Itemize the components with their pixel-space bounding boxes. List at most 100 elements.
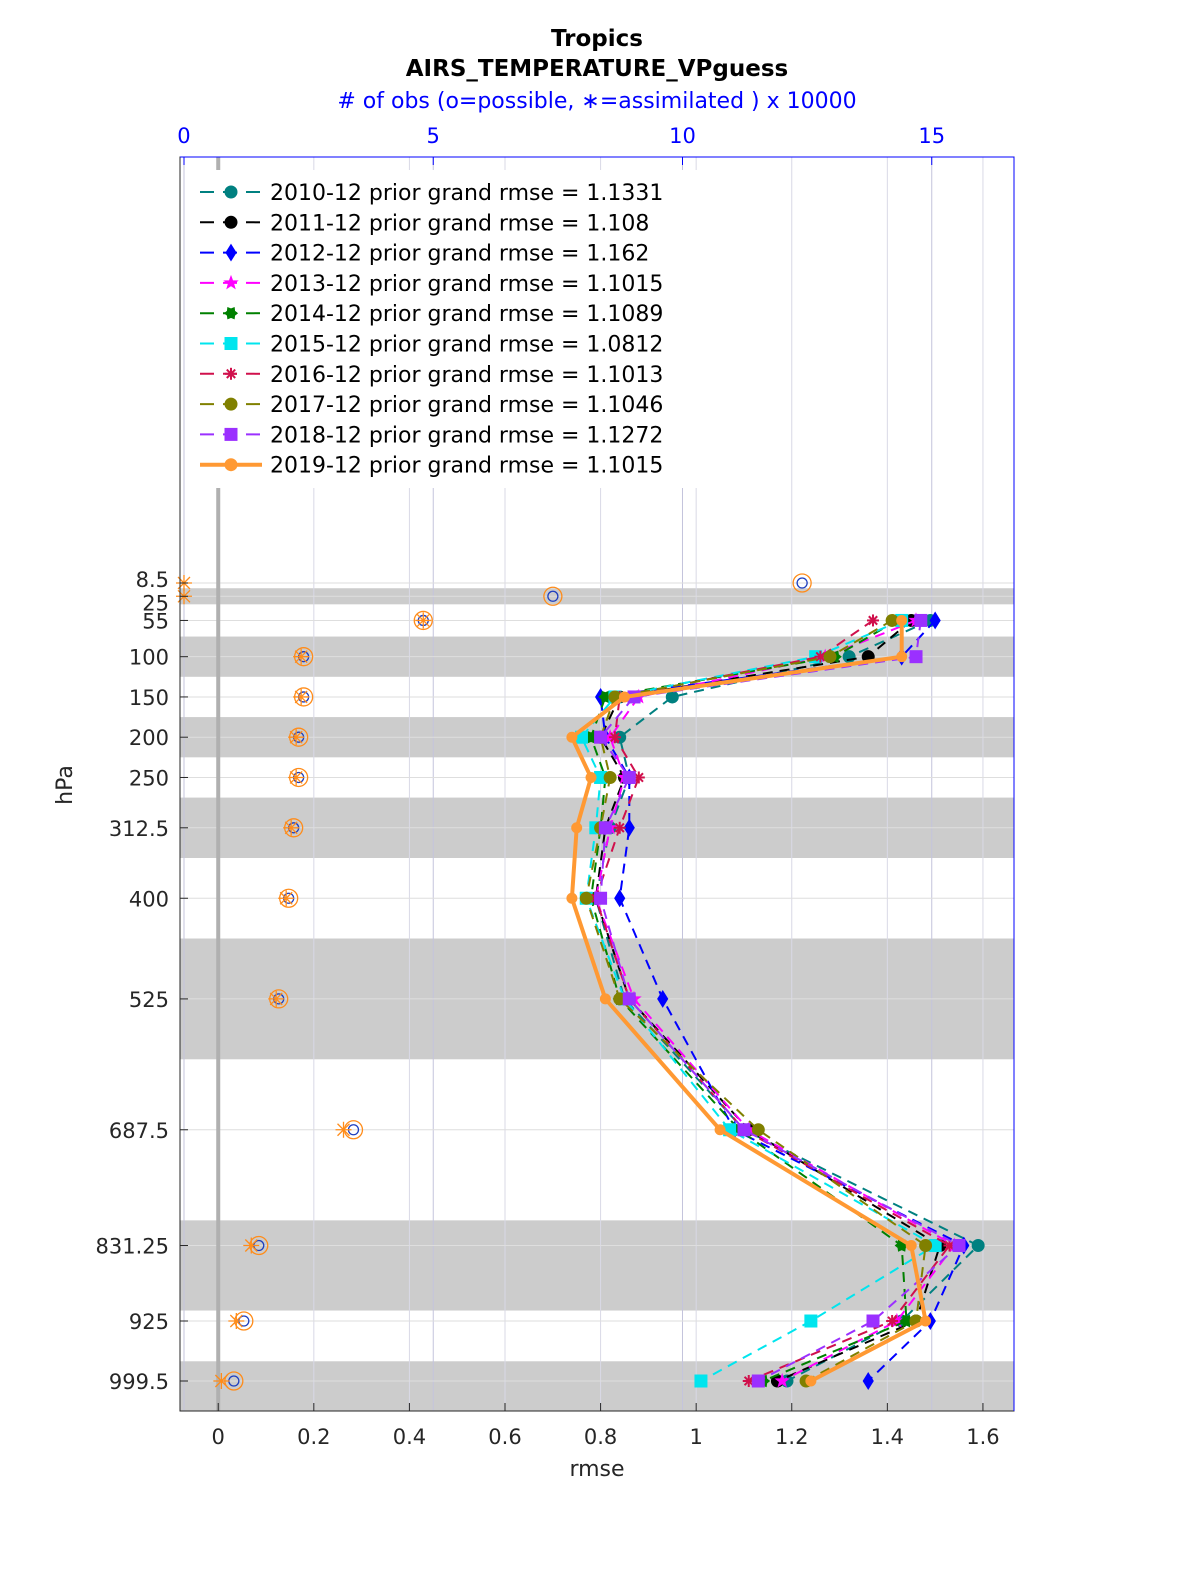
asterisk-stroke <box>944 1240 955 1251</box>
data-point <box>622 770 636 784</box>
data-point <box>919 1239 933 1253</box>
legend-entry-6: 2016-12 prior grand rmse = 1.1013 <box>200 363 663 388</box>
data-point <box>886 1315 899 1328</box>
data-point <box>224 458 238 472</box>
obs-possible-marker <box>792 573 812 593</box>
asterisk-stroke <box>633 772 644 783</box>
y-tick-label: 831.25 <box>96 1235 169 1259</box>
obs-assimilated-marker <box>283 819 300 836</box>
asterisk-stroke <box>226 368 236 379</box>
legend-label: 2013-12 prior grand rmse = 1.1015 <box>270 272 663 297</box>
obs-assimilated-marker <box>288 729 305 746</box>
legend: 2010-12 prior grand rmse = 1.1331 2011-12… <box>193 170 723 488</box>
data-point <box>224 427 238 441</box>
asterisk-stroke <box>815 651 826 662</box>
data-point <box>823 650 837 664</box>
data-point <box>571 822 583 834</box>
data-point <box>594 730 608 744</box>
data-point <box>223 274 239 290</box>
obs-assimilated-marker <box>415 612 432 629</box>
top-tick-label: 10 <box>669 124 696 148</box>
data-point <box>862 1372 874 1390</box>
series-line <box>599 619 966 1382</box>
data-point <box>225 367 237 380</box>
legend-entry-8: 2018-12 prior grand rmse = 1.1272 <box>200 423 663 448</box>
data-point <box>566 731 578 743</box>
legend-label: 2014-12 prior grand rmse = 1.1089 <box>270 302 663 327</box>
data-point <box>774 1372 790 1388</box>
data-point <box>594 891 608 905</box>
obs-possible-inner-marker <box>796 577 808 589</box>
asterisk-stroke <box>294 650 308 664</box>
y-tick-label: 312.5 <box>109 817 169 841</box>
series-line <box>569 620 928 1383</box>
data-point <box>814 650 827 663</box>
x-tick-label: 1 <box>689 1425 702 1449</box>
data-point <box>805 1375 817 1387</box>
data-point <box>842 650 856 664</box>
asterisk-stroke <box>743 1376 754 1386</box>
legend-label: 2015-12 prior grand rmse = 1.0812 <box>270 333 663 358</box>
legend-entry-7: 2017-12 prior grand rmse = 1.1046 <box>200 393 663 418</box>
x-tick-label: 0.2 <box>297 1425 330 1449</box>
legend-label: 2017-12 prior grand rmse = 1.1046 <box>270 393 663 418</box>
data-point <box>585 771 597 783</box>
chart-title: Tropics <box>551 26 643 52</box>
chart-subtitle: AIRS_TEMPERATURE_VPguess <box>406 56 788 82</box>
observation-count-markers <box>175 573 812 1391</box>
x-tick-label: 0.8 <box>584 1425 617 1449</box>
data-point <box>622 992 636 1006</box>
data-point <box>896 651 908 663</box>
data-point <box>751 1374 765 1388</box>
data-point <box>714 1124 726 1136</box>
y-axis-label: hPa <box>53 765 78 805</box>
data-point <box>603 770 617 784</box>
shaded-band <box>180 1220 1014 1311</box>
data-point <box>914 613 928 627</box>
data-point <box>866 1314 880 1328</box>
y-tick-label: 687.5 <box>109 1119 169 1143</box>
obs-assimilated-marker <box>243 1237 260 1254</box>
y-tick-label: 150 <box>129 686 169 710</box>
data-point <box>598 821 612 835</box>
series-lines <box>566 611 985 1390</box>
legend-box <box>193 170 723 488</box>
data-point <box>909 650 923 664</box>
asterisk-stroke <box>284 821 298 835</box>
data-point <box>899 1314 914 1328</box>
data-point <box>905 1240 917 1252</box>
data-point <box>737 1123 751 1137</box>
top-tick-label: 0 <box>177 124 190 148</box>
y-tick-label: 55 <box>142 609 169 633</box>
asterisk-stroke <box>244 1239 258 1252</box>
data-point <box>224 397 238 411</box>
asterisk-stroke <box>614 822 625 833</box>
x-tick-label: 1.2 <box>775 1425 808 1449</box>
y-tick-label: 200 <box>129 726 169 750</box>
data-point <box>929 611 941 630</box>
data-point <box>223 306 239 320</box>
x-tick-label: 1.4 <box>871 1425 904 1449</box>
data-point <box>225 243 237 262</box>
legend-entry-4: 2014-12 prior grand rmse = 1.1089 <box>200 302 663 327</box>
obs-assimilated-marker <box>278 890 295 907</box>
top-axis-label: # of obs (o=possible, ∗=assimilated ) x … <box>337 89 856 114</box>
obs-assimilated-marker <box>288 769 305 786</box>
data-point <box>920 1315 932 1327</box>
asterisk-stroke <box>337 1123 350 1137</box>
y-tick-label: 250 <box>129 766 169 790</box>
x-tick-label: 0.6 <box>488 1425 521 1449</box>
series-9 <box>566 614 932 1387</box>
data-point <box>608 731 621 744</box>
y-tick-label: 525 <box>129 988 169 1012</box>
legend-entry-5: 2015-12 prior grand rmse = 1.0812 <box>200 333 663 358</box>
series-line <box>594 619 951 1382</box>
series-line <box>585 619 927 1382</box>
data-point <box>613 821 626 834</box>
legend-entry-0: 2010-12 prior grand rmse = 1.1331 <box>200 181 663 206</box>
asterisk-stroke <box>610 732 620 743</box>
top-tick-label: 5 <box>427 124 440 148</box>
y-tick-label: 8.5 <box>136 568 169 592</box>
